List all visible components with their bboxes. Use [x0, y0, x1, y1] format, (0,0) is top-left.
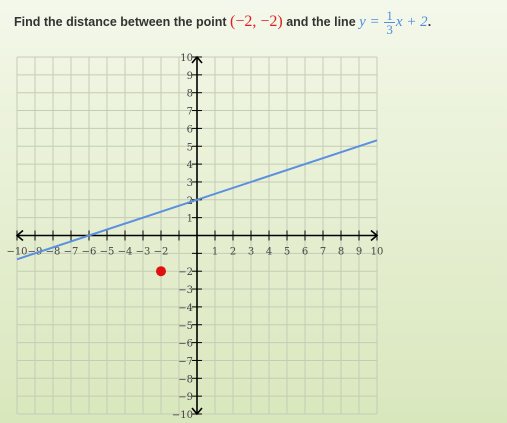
y-tick-label: 10: [180, 53, 193, 64]
x-tick-label: 8: [338, 247, 344, 258]
question-text: Find the distance between the point (−2,…: [14, 9, 431, 36]
x-axis-ticks: [16, 230, 378, 241]
x-tick-label: 3: [248, 247, 254, 258]
y-tick-label: 7: [187, 107, 193, 118]
x-tick-label: 5: [284, 247, 290, 258]
y-tick-label: 1: [187, 214, 193, 225]
x-tick-label: 1: [212, 247, 218, 258]
graphed-line: [16, 139, 378, 261]
x-tick-label: 2: [230, 247, 236, 258]
x-tick-label: −5: [100, 247, 115, 258]
x-tick-label: −10: [6, 247, 27, 258]
x-tick-label: −9: [28, 247, 43, 258]
y-tick-label: 6: [187, 124, 193, 135]
equation-rhs: x + 2: [395, 13, 428, 30]
x-tick-label: 9: [356, 247, 362, 258]
equation-lhs: y =: [359, 13, 380, 30]
y-tick-label: 8: [187, 89, 193, 100]
y-tick-label: 4: [187, 160, 193, 171]
plot-layer: [16, 139, 378, 277]
question-middle: and the line: [286, 14, 356, 29]
x-tick-label: 10: [371, 247, 384, 258]
y-tick-label: −7: [178, 356, 193, 367]
y-axis-tick-labels: 10987654321−2−3−4−5−6−7−8−9−10: [172, 53, 193, 421]
y-tick-label: −8: [178, 374, 193, 385]
y-axis-ticks: [192, 56, 202, 415]
y-tick-label: 5: [187, 142, 193, 153]
given-point-marker: [156, 266, 166, 277]
x-tick-label: −2: [154, 247, 169, 258]
y-tick-label: −2: [178, 267, 193, 278]
x-tick-label: 6: [302, 247, 308, 258]
x-tick-label: −4: [118, 247, 133, 258]
y-tick-label: −6: [178, 339, 193, 350]
x-tick-label: −3: [136, 247, 151, 258]
x-tick-label: 7: [320, 247, 326, 258]
y-tick-label: 3: [187, 178, 193, 189]
y-tick-label: −4: [178, 303, 193, 314]
question-suffix: .: [427, 14, 432, 29]
fraction-denominator: 3: [386, 22, 393, 37]
x-tick-label: −6: [82, 247, 97, 258]
x-tick-label: −7: [64, 247, 79, 258]
y-tick-label: −9: [178, 392, 193, 403]
fraction-numerator: 1: [384, 8, 395, 23]
x-tick-label: 4: [266, 247, 272, 258]
x-axis-tick-labels: −10 −9 −8 −7 −6 −5 −4 −3 −2 1 2 3 4 5 6 7 8 9 10: [6, 247, 383, 258]
y-tick-label: −10: [172, 410, 193, 421]
given-point: (−2, −2): [230, 12, 283, 30]
question-prefix: Find the distance between the point: [14, 14, 227, 29]
x-tick-label: −8: [46, 247, 61, 258]
y-tick-label: 9: [187, 71, 193, 82]
y-tick-label: −5: [178, 321, 193, 332]
y-tick-label: −3: [178, 285, 193, 296]
